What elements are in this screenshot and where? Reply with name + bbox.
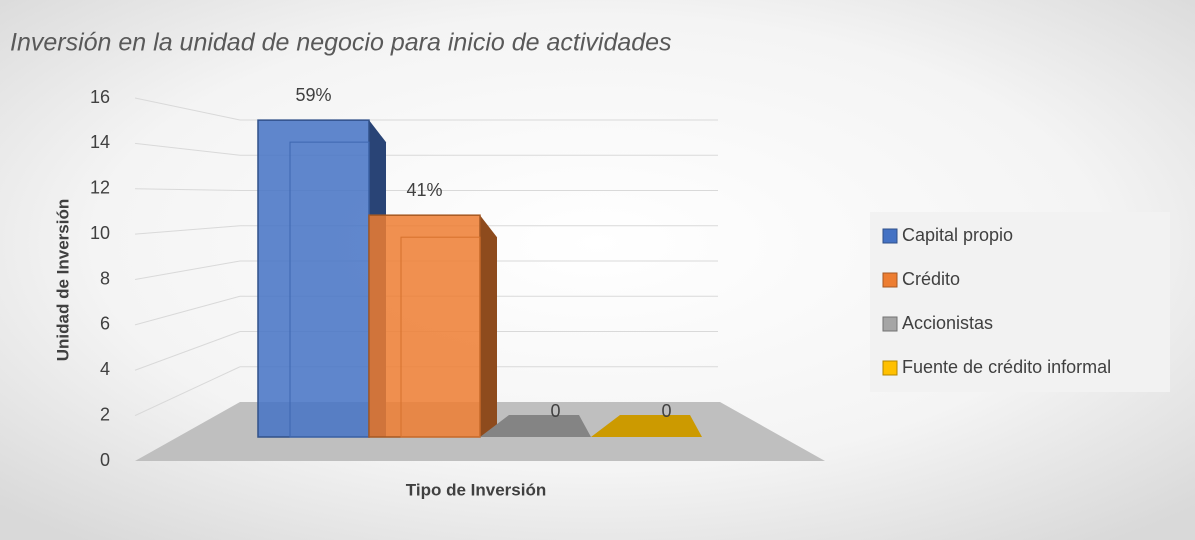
legend-swatch [882,228,898,244]
grid-line [134,331,241,371]
bar [368,214,481,438]
data-label: 59% [295,85,331,105]
grid-line [134,142,241,156]
bar [257,119,370,438]
y-tick-label: 0 [100,450,110,470]
y-tick-label: 10 [90,223,110,243]
data-label: 0 [661,401,671,421]
grid-line [134,260,241,280]
bar-back [400,236,481,438]
data-label: 0 [550,401,560,421]
chart-title: Inversión en la unidad de negocio para i… [10,29,672,57]
grid-line [134,188,241,191]
y-tick-label: 16 [90,87,110,107]
legend-swatch [882,360,898,376]
bar-side [480,215,497,437]
legend-label: Accionistas [902,313,993,333]
x-axis-label: Tipo de Inversión [406,480,546,499]
legend-label: Fuente de crédito informal [902,357,1111,377]
bar [480,415,591,437]
grid-line [134,225,241,235]
legend-box [870,212,1170,392]
grid-line [134,295,241,326]
legend-label: Crédito [902,269,960,289]
bar [591,415,702,437]
y-axis-label: Unidad de Inversión [53,199,72,361]
legend-swatch [882,272,898,288]
y-tick-label: 6 [100,314,110,334]
y-tick-label: 4 [100,359,110,379]
grid-line [134,97,241,121]
y-tick-label: 2 [100,404,110,424]
y-tick-label: 14 [90,132,110,152]
legend-swatch [882,316,898,332]
data-label: 41% [406,180,442,200]
y-tick-label: 12 [90,178,110,198]
grid-line [134,366,241,417]
legend-label: Capital propio [902,225,1013,245]
y-tick-label: 8 [100,268,110,288]
